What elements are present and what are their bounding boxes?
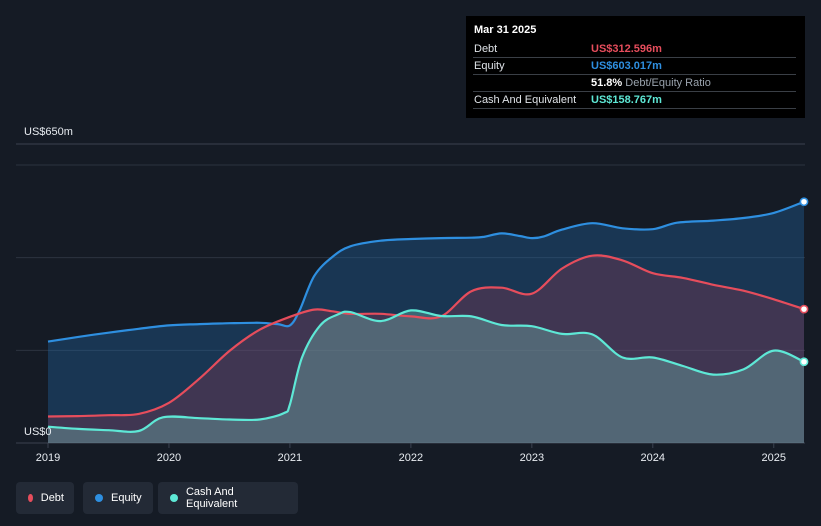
series-areas xyxy=(48,201,804,443)
tooltip-panel: Mar 31 2025 Debt US$312.596m Equity US$6… xyxy=(466,16,805,118)
legend-label: Cash And Equivalent xyxy=(185,486,238,510)
legend-label: Equity xyxy=(111,492,142,504)
cash-and-equivalent-line xyxy=(47,309,805,433)
tooltip-row-equity: Equity US$603.017m xyxy=(473,58,796,75)
grid-lines xyxy=(16,143,805,444)
equity-line xyxy=(47,200,805,343)
legend-dot-icon xyxy=(95,494,103,502)
legend-equity[interactable]: Equity xyxy=(83,482,153,514)
legend-label: Debt xyxy=(40,492,64,504)
x-tick-label: 2022 xyxy=(399,452,423,464)
debt-line xyxy=(47,254,805,418)
tooltip-label: Equity xyxy=(474,60,505,72)
legend-dot-icon xyxy=(28,494,33,502)
legend-debt[interactable]: Debt xyxy=(16,482,74,514)
x-tick-label: 2023 xyxy=(520,452,544,464)
x-tick-label: 2024 xyxy=(641,452,665,464)
tooltip-label: Debt xyxy=(474,43,498,55)
tooltip-value: US$312.596m xyxy=(591,43,662,55)
tooltip-row-ratio: 51.8% Debt/Equity Ratio xyxy=(473,75,796,92)
tooltip-row-debt: Debt US$312.596m xyxy=(473,41,796,58)
x-tick-label: 2025 xyxy=(762,452,786,464)
y-tick-label-zero: US$0 xyxy=(24,426,52,438)
tooltip-value: US$603.017m xyxy=(591,60,662,72)
equity-area xyxy=(48,201,804,443)
x-tick-label: 2021 xyxy=(278,452,302,464)
legend-cash[interactable]: Cash And Equivalent xyxy=(158,482,298,514)
tooltip-ratio-value: 51.8% xyxy=(591,77,623,89)
tooltip-label: Cash And Equivalent xyxy=(474,94,577,106)
y-tick-label-top: US$650m xyxy=(24,126,73,138)
tooltip-row-cash: Cash And Equivalent US$158.767m xyxy=(473,92,796,109)
cash-and-equivalent-end-marker xyxy=(799,357,809,367)
tooltip-value: US$158.767m xyxy=(591,94,662,106)
series-end-markers xyxy=(799,197,809,367)
equity-end-marker xyxy=(799,197,809,207)
x-tick-label: 2020 xyxy=(157,452,181,464)
x-axis-labels: 2019 2020 2021 2022 2023 2024 2025 xyxy=(36,443,786,464)
debt-area xyxy=(48,255,804,443)
x-tick-label: 2019 xyxy=(36,452,60,464)
tooltip-label xyxy=(473,75,591,91)
debt-end-marker xyxy=(799,304,809,314)
series-lines xyxy=(47,200,805,433)
tooltip-ratio-label: Debt/Equity Ratio xyxy=(625,77,711,89)
legend-dot-icon xyxy=(170,494,178,502)
y-axis-labels: US$650m US$0 xyxy=(24,126,73,438)
tooltip-date: Mar 31 2025 xyxy=(474,24,537,36)
cash-and-equivalent-area xyxy=(48,310,804,443)
